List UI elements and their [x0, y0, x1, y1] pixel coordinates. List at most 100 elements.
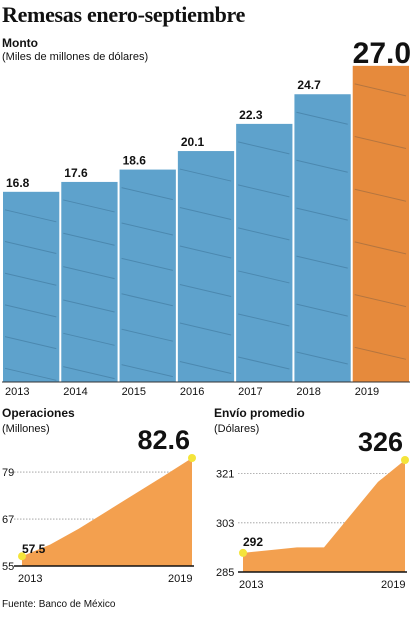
texture-line [63, 232, 115, 246]
x-tick-2013: 2013 [18, 573, 42, 585]
value-label-2014: 17.6 [64, 166, 88, 180]
bar-chart-unit: (Miles de millones de dólares) [2, 51, 149, 63]
texture-line [296, 207, 348, 221]
y-tick-67: 67 [2, 514, 14, 526]
texture-line [296, 351, 348, 365]
texture-line [354, 188, 407, 202]
texture-line [296, 255, 348, 269]
end-value-label: 326 [358, 427, 403, 457]
texture-line [63, 332, 115, 346]
x-tick-2019: 2019 [381, 579, 405, 591]
bar-2018 [294, 94, 351, 383]
operations-unit: (Millones) [2, 423, 50, 435]
texture-line [354, 136, 407, 150]
x-tick-2016: 2016 [180, 386, 204, 398]
texture-line [238, 184, 290, 198]
texture-line [238, 356, 290, 370]
value-label-2016: 20.1 [181, 135, 205, 149]
texture-line [63, 266, 115, 280]
y-tick-55: 55 [2, 561, 14, 573]
operations-title: Operaciones [2, 406, 75, 420]
bar-texture-2016 [179, 168, 232, 374]
bar-texture-2014 [63, 199, 115, 380]
avg-remittance-area-chart: 285 303 321 292 326 2013 2019 [216, 427, 409, 591]
texture-line [238, 227, 290, 241]
page-title: Remesas enero-septiembre [2, 2, 246, 27]
texture-line [121, 257, 173, 271]
source-note: Fuente: Banco de México [2, 599, 116, 610]
x-tick-2013: 2013 [5, 386, 29, 398]
texture-line [121, 293, 173, 307]
end-value-label: 82.6 [137, 425, 190, 455]
texture-line [4, 304, 57, 318]
value-label-2015: 18.6 [123, 154, 147, 168]
texture-line [4, 336, 57, 350]
x-tick-2018: 2018 [296, 386, 320, 398]
start-value-label: 292 [243, 535, 263, 549]
texture-line [296, 111, 348, 125]
start-point [239, 548, 247, 557]
y-tick-321: 321 [216, 469, 234, 481]
y-tick-285: 285 [216, 567, 234, 579]
texture-line [4, 272, 57, 286]
x-tick-2015: 2015 [122, 386, 146, 398]
x-tick-2017: 2017 [238, 386, 262, 398]
texture-line [354, 346, 407, 360]
value-label-2013: 16.8 [6, 176, 30, 190]
bar-texture-2018 [296, 111, 348, 365]
texture-line [179, 361, 232, 374]
texture-line [63, 199, 115, 213]
texture-line [4, 241, 57, 254]
texture-line [121, 328, 173, 342]
texture-line [121, 222, 173, 236]
texture-line [238, 141, 290, 155]
texture-line [121, 364, 173, 378]
value-label-2017: 22.3 [239, 108, 263, 122]
texture-line [238, 313, 290, 327]
area-fill [22, 458, 192, 566]
bar-texture-2013 [4, 209, 57, 381]
avg-remittance-unit: (Dólares) [214, 423, 260, 435]
texture-line [179, 284, 232, 298]
texture-line [238, 270, 290, 284]
bar-texture-2019 [354, 83, 407, 360]
texture-line [121, 187, 173, 201]
value-label-2018: 24.7 [297, 78, 321, 92]
operations-area-chart: 55 67 79 57.5 82.6 2013 2019 [2, 425, 196, 585]
texture-line [296, 303, 348, 317]
texture-line [4, 367, 57, 381]
start-point [18, 552, 26, 561]
bar-2015 [119, 169, 176, 382]
texture-line [354, 241, 407, 255]
texture-line [179, 168, 232, 182]
x-tick-2013: 2013 [239, 579, 263, 591]
texture-line [179, 322, 232, 336]
x-tick-2019: 2019 [355, 386, 379, 398]
texture-line [354, 83, 407, 97]
end-point [188, 454, 196, 462]
start-value-label: 57.5 [22, 542, 46, 556]
bar-texture-2017 [238, 141, 290, 370]
x-tick-2014: 2014 [63, 386, 87, 398]
texture-line [63, 299, 115, 313]
bar-texture-2015 [121, 187, 173, 378]
bar-chart: 16.8 2013 17.6 2014 18.6 2015 20.1 2016 22.3 2017… [2, 37, 411, 398]
texture-line [179, 245, 232, 259]
texture-line [63, 366, 115, 380]
bar-2013 [3, 191, 60, 382]
texture-line [296, 159, 348, 173]
end-point [401, 456, 409, 464]
texture-line [354, 294, 407, 308]
avg-remittance-title: Envío promedio [214, 406, 305, 420]
x-tick-2019: 2019 [168, 573, 192, 585]
bar-2014 [61, 181, 118, 382]
bar-chart-title: Monto [2, 36, 38, 50]
y-tick-79: 79 [2, 467, 14, 479]
y-tick-303: 303 [216, 518, 234, 530]
bar-2017 [236, 123, 293, 382]
texture-line [179, 207, 232, 221]
bar-2016 [177, 151, 235, 382]
bar-2019 [352, 65, 409, 382]
texture-line [4, 209, 57, 223]
